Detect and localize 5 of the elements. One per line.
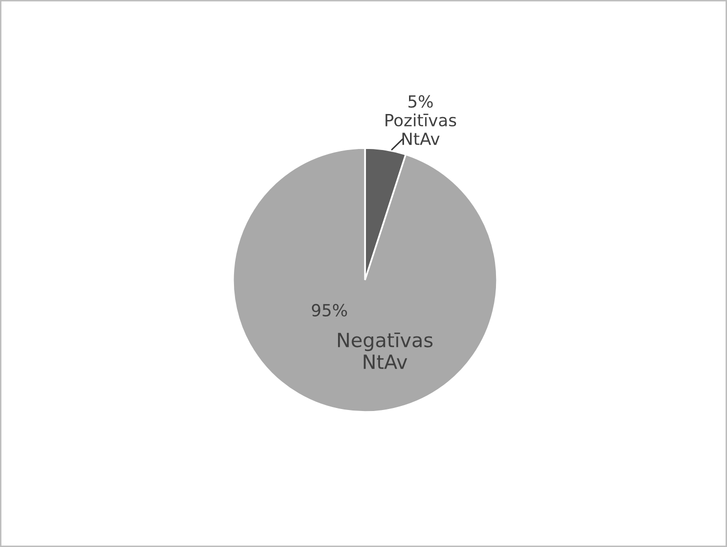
slice-label: Pozitīvas NtAv xyxy=(386,114,456,145)
data-label: 95% xyxy=(312,304,347,317)
data-label: 5% xyxy=(408,95,433,108)
slice-label: Negatīvas NtAv xyxy=(338,332,433,369)
pie-slice xyxy=(232,147,498,413)
